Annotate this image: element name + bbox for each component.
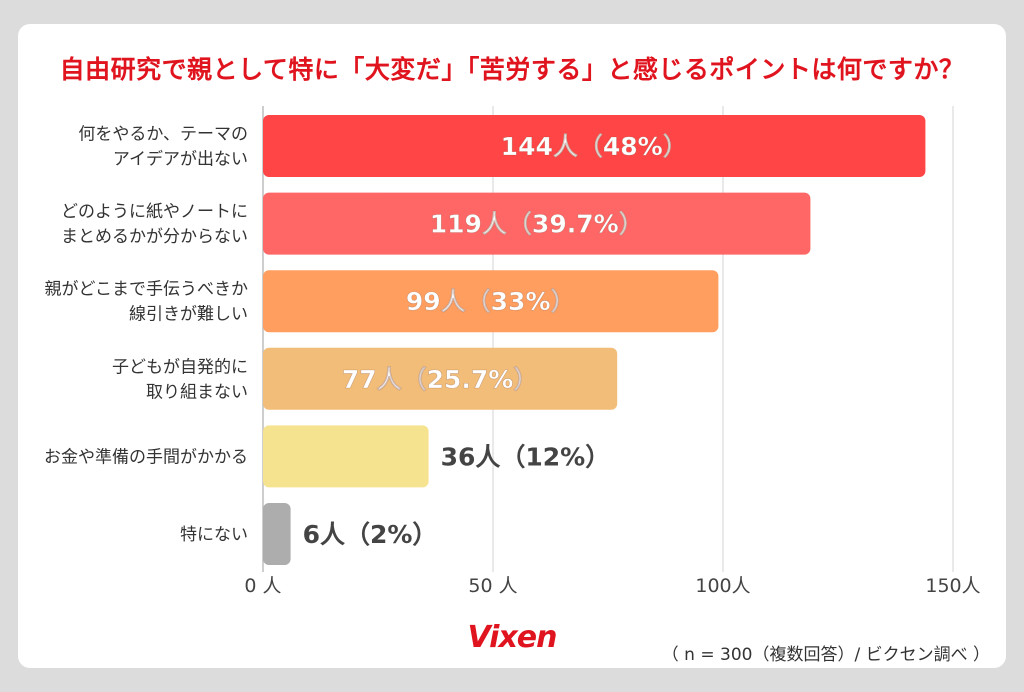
chart-title: 自由研究で親として特に「大変だ」「苦労する」と感じるポイントは何ですか？ (59, 55, 965, 84)
bar (263, 503, 291, 565)
category-label: 親がどこまで手伝うべきか (45, 280, 249, 300)
data-label: 36人（12%） (441, 442, 611, 471)
category-label: 特にない (180, 525, 248, 545)
category-label: どのように紙やノートに (61, 202, 248, 222)
x-tick-label: 150人 (925, 575, 980, 597)
data-label: 99人（33%） (406, 287, 576, 316)
bar (263, 115, 926, 177)
data-label: 6人（2%） (303, 520, 438, 549)
category-label: 線引きが難しい (129, 305, 248, 325)
bar (263, 270, 719, 333)
category-label: 何をやるか、テーマの (78, 125, 248, 145)
x-tick-label: 100人 (695, 575, 750, 597)
category-label: お金や準備の手間がかかる (44, 447, 248, 467)
data-label: 119人（39.7%） (430, 210, 644, 239)
vixen-logo: Vixen (467, 620, 557, 655)
x-tick-label: 0 人 (244, 575, 281, 597)
x-tick-label: 50 人 (468, 575, 517, 597)
bar (263, 425, 429, 488)
bar (263, 347, 618, 410)
category-label: アイデアが出ない (113, 149, 248, 170)
survey-note: （ n = 300（複数回答）/ ビクセン調べ ） (661, 645, 990, 665)
data-label: 144人（48%） (501, 132, 688, 161)
category-label: 子どもが自発的に (112, 357, 248, 377)
data-label: 77人（25.7%） (342, 365, 539, 394)
category-label: まとめるかが分からない (61, 227, 248, 247)
bar (263, 192, 811, 255)
category-label: 取り組まない (146, 382, 248, 402)
